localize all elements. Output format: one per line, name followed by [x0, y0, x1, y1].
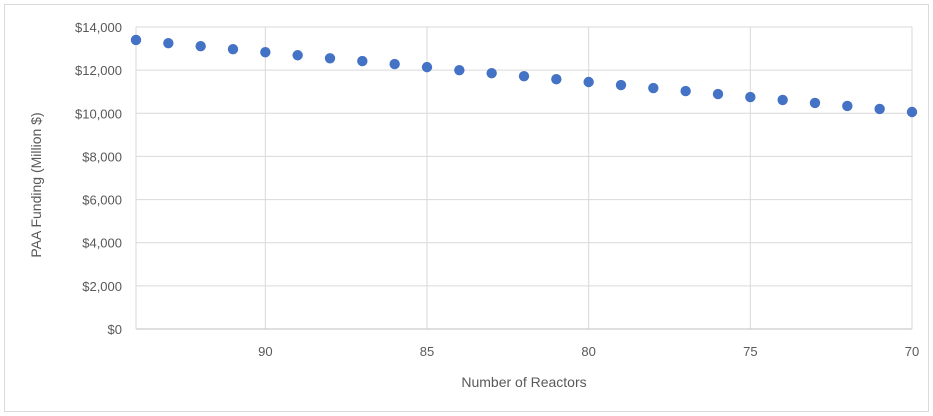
data-point: [712, 88, 724, 100]
data-point: [421, 61, 433, 73]
data-point: [615, 79, 627, 91]
chart-area: [4, 4, 929, 412]
x-tick-label: 90: [258, 344, 272, 359]
x-tick-label: 70: [905, 344, 919, 359]
data-point: [130, 34, 142, 46]
data-point: [518, 70, 530, 82]
data-point: [745, 91, 756, 103]
data-points: [130, 34, 918, 118]
data-point: [842, 100, 853, 112]
y-tick-label: $8,000: [82, 149, 122, 164]
data-point: [324, 53, 336, 64]
y-axis-ticks: $0 $2,000 $4,000 $6,000 $8,000 $10,000 $12,000…: [75, 20, 122, 337]
data-point: [583, 76, 594, 88]
y-tick-label: $0: [108, 322, 122, 337]
x-tick-label: 75: [743, 344, 757, 359]
data-point: [486, 67, 497, 79]
y-tick-label: $10,000: [75, 106, 122, 121]
y-tick-label: $4,000: [82, 236, 122, 251]
y-axis-title: PAA Funding (Million $): [28, 112, 44, 257]
data-point: [648, 82, 659, 94]
data-point: [874, 103, 885, 115]
data-point: [195, 40, 206, 52]
x-axis-title: Number of Reactors: [461, 374, 586, 390]
data-point: [357, 55, 368, 67]
data-point: [680, 85, 691, 97]
data-point: [163, 37, 174, 49]
data-point: [906, 106, 918, 118]
y-tick-label: $12,000: [75, 63, 122, 78]
data-point: [551, 74, 562, 85]
x-tick-label: 80: [581, 344, 595, 359]
data-point: [292, 50, 303, 61]
data-point: [389, 58, 400, 70]
data-point: [809, 97, 821, 109]
y-tick-label: $6,000: [82, 193, 122, 208]
data-point: [227, 44, 239, 55]
data-point: [454, 64, 465, 76]
y-tick-label: $14,000: [75, 20, 122, 35]
data-point: [260, 47, 271, 58]
x-axis-ticks: 90 85 80 75 70: [258, 344, 919, 359]
data-point: [777, 94, 788, 106]
x-tick-label: 85: [420, 344, 434, 359]
y-tick-label: $2,000: [82, 279, 122, 294]
